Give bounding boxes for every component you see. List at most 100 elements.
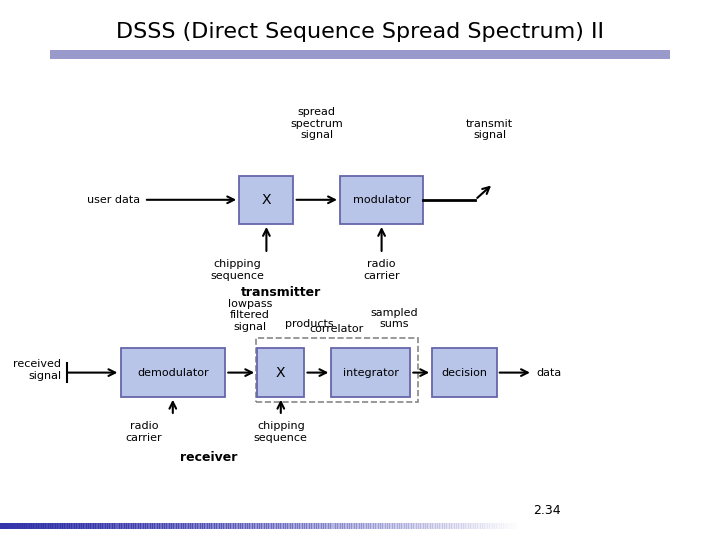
Bar [100, 523, 103, 529]
Bar [243, 523, 246, 529]
Bar [206, 523, 208, 529]
Bar [458, 523, 460, 529]
Bar [215, 523, 217, 529]
Bar [261, 523, 264, 529]
Bar [202, 523, 204, 529]
Bar [263, 523, 265, 529]
Bar [45, 523, 48, 529]
Bar [88, 523, 91, 529]
Bar [487, 523, 490, 529]
Bar [475, 523, 477, 529]
Bar [375, 523, 377, 529]
Bar [109, 523, 112, 529]
Bar [74, 523, 77, 529]
Bar [301, 523, 303, 529]
Bar [465, 523, 467, 529]
Bar [40, 523, 42, 529]
Bar [4, 523, 6, 529]
Bar [346, 523, 348, 529]
Bar [185, 523, 187, 529]
Bar [183, 523, 186, 529]
Bar [423, 523, 426, 529]
Bar [217, 523, 220, 529]
Bar [16, 523, 18, 529]
Bar [116, 523, 118, 529]
Bar [491, 523, 493, 529]
Bar [81, 523, 84, 529]
Bar [467, 523, 469, 529]
Bar [258, 523, 260, 529]
Bar [323, 523, 325, 529]
Bar [128, 523, 130, 529]
Bar [10, 523, 13, 529]
Bar [431, 523, 433, 529]
Bar [258, 348, 305, 397]
Text: sampled
sums: sampled sums [371, 308, 418, 329]
Bar [178, 523, 181, 529]
Bar [186, 523, 189, 529]
Bar [294, 523, 296, 529]
Bar [204, 523, 207, 529]
Bar [276, 523, 279, 529]
Bar [190, 523, 192, 529]
Bar [437, 523, 440, 529]
Bar [416, 523, 419, 529]
Bar [356, 523, 359, 529]
Bar [140, 523, 143, 529]
Bar [249, 523, 251, 529]
Text: X: X [261, 193, 271, 207]
Bar [171, 523, 174, 529]
Bar [390, 523, 393, 529]
Bar [230, 523, 233, 529]
Text: X: X [276, 366, 286, 380]
Bar [290, 523, 293, 529]
Bar [336, 523, 338, 529]
Bar [501, 523, 503, 529]
Bar [251, 523, 253, 529]
Bar [42, 523, 44, 529]
Bar [69, 523, 71, 529]
Bar [468, 523, 471, 529]
Bar [297, 523, 300, 529]
Bar [474, 523, 476, 529]
Bar [363, 523, 365, 529]
Bar [192, 523, 194, 529]
Bar [114, 523, 117, 529]
Bar [0, 523, 2, 529]
Bar [121, 348, 225, 397]
Bar [266, 523, 269, 529]
Bar [307, 523, 310, 529]
Bar [515, 523, 518, 529]
Bar [364, 523, 367, 529]
Bar [26, 523, 28, 529]
Bar [418, 523, 420, 529]
Bar [50, 523, 53, 529]
Bar [377, 523, 379, 529]
Bar [306, 523, 308, 529]
Bar [449, 523, 451, 529]
Bar [489, 523, 492, 529]
Bar [459, 523, 462, 529]
Bar [199, 523, 201, 529]
Bar [120, 523, 122, 529]
Bar [321, 523, 324, 529]
Bar [27, 523, 30, 529]
Text: received
signal: received signal [13, 359, 61, 381]
Bar [207, 523, 210, 529]
Bar [349, 523, 351, 529]
Bar [156, 523, 158, 529]
Bar [52, 523, 54, 529]
Bar [394, 523, 397, 529]
Bar [331, 348, 410, 397]
Bar [173, 523, 175, 529]
Bar [268, 523, 270, 529]
Bar [384, 523, 386, 529]
Bar [446, 523, 449, 529]
Text: DSSS (Direct Sequence Spread Spectrum) II: DSSS (Direct Sequence Spread Spectrum) I… [116, 22, 604, 43]
Bar [373, 523, 376, 529]
Bar [259, 523, 261, 529]
Bar [242, 523, 244, 529]
Bar [425, 523, 428, 529]
Bar [35, 523, 37, 529]
Bar [358, 523, 360, 529]
